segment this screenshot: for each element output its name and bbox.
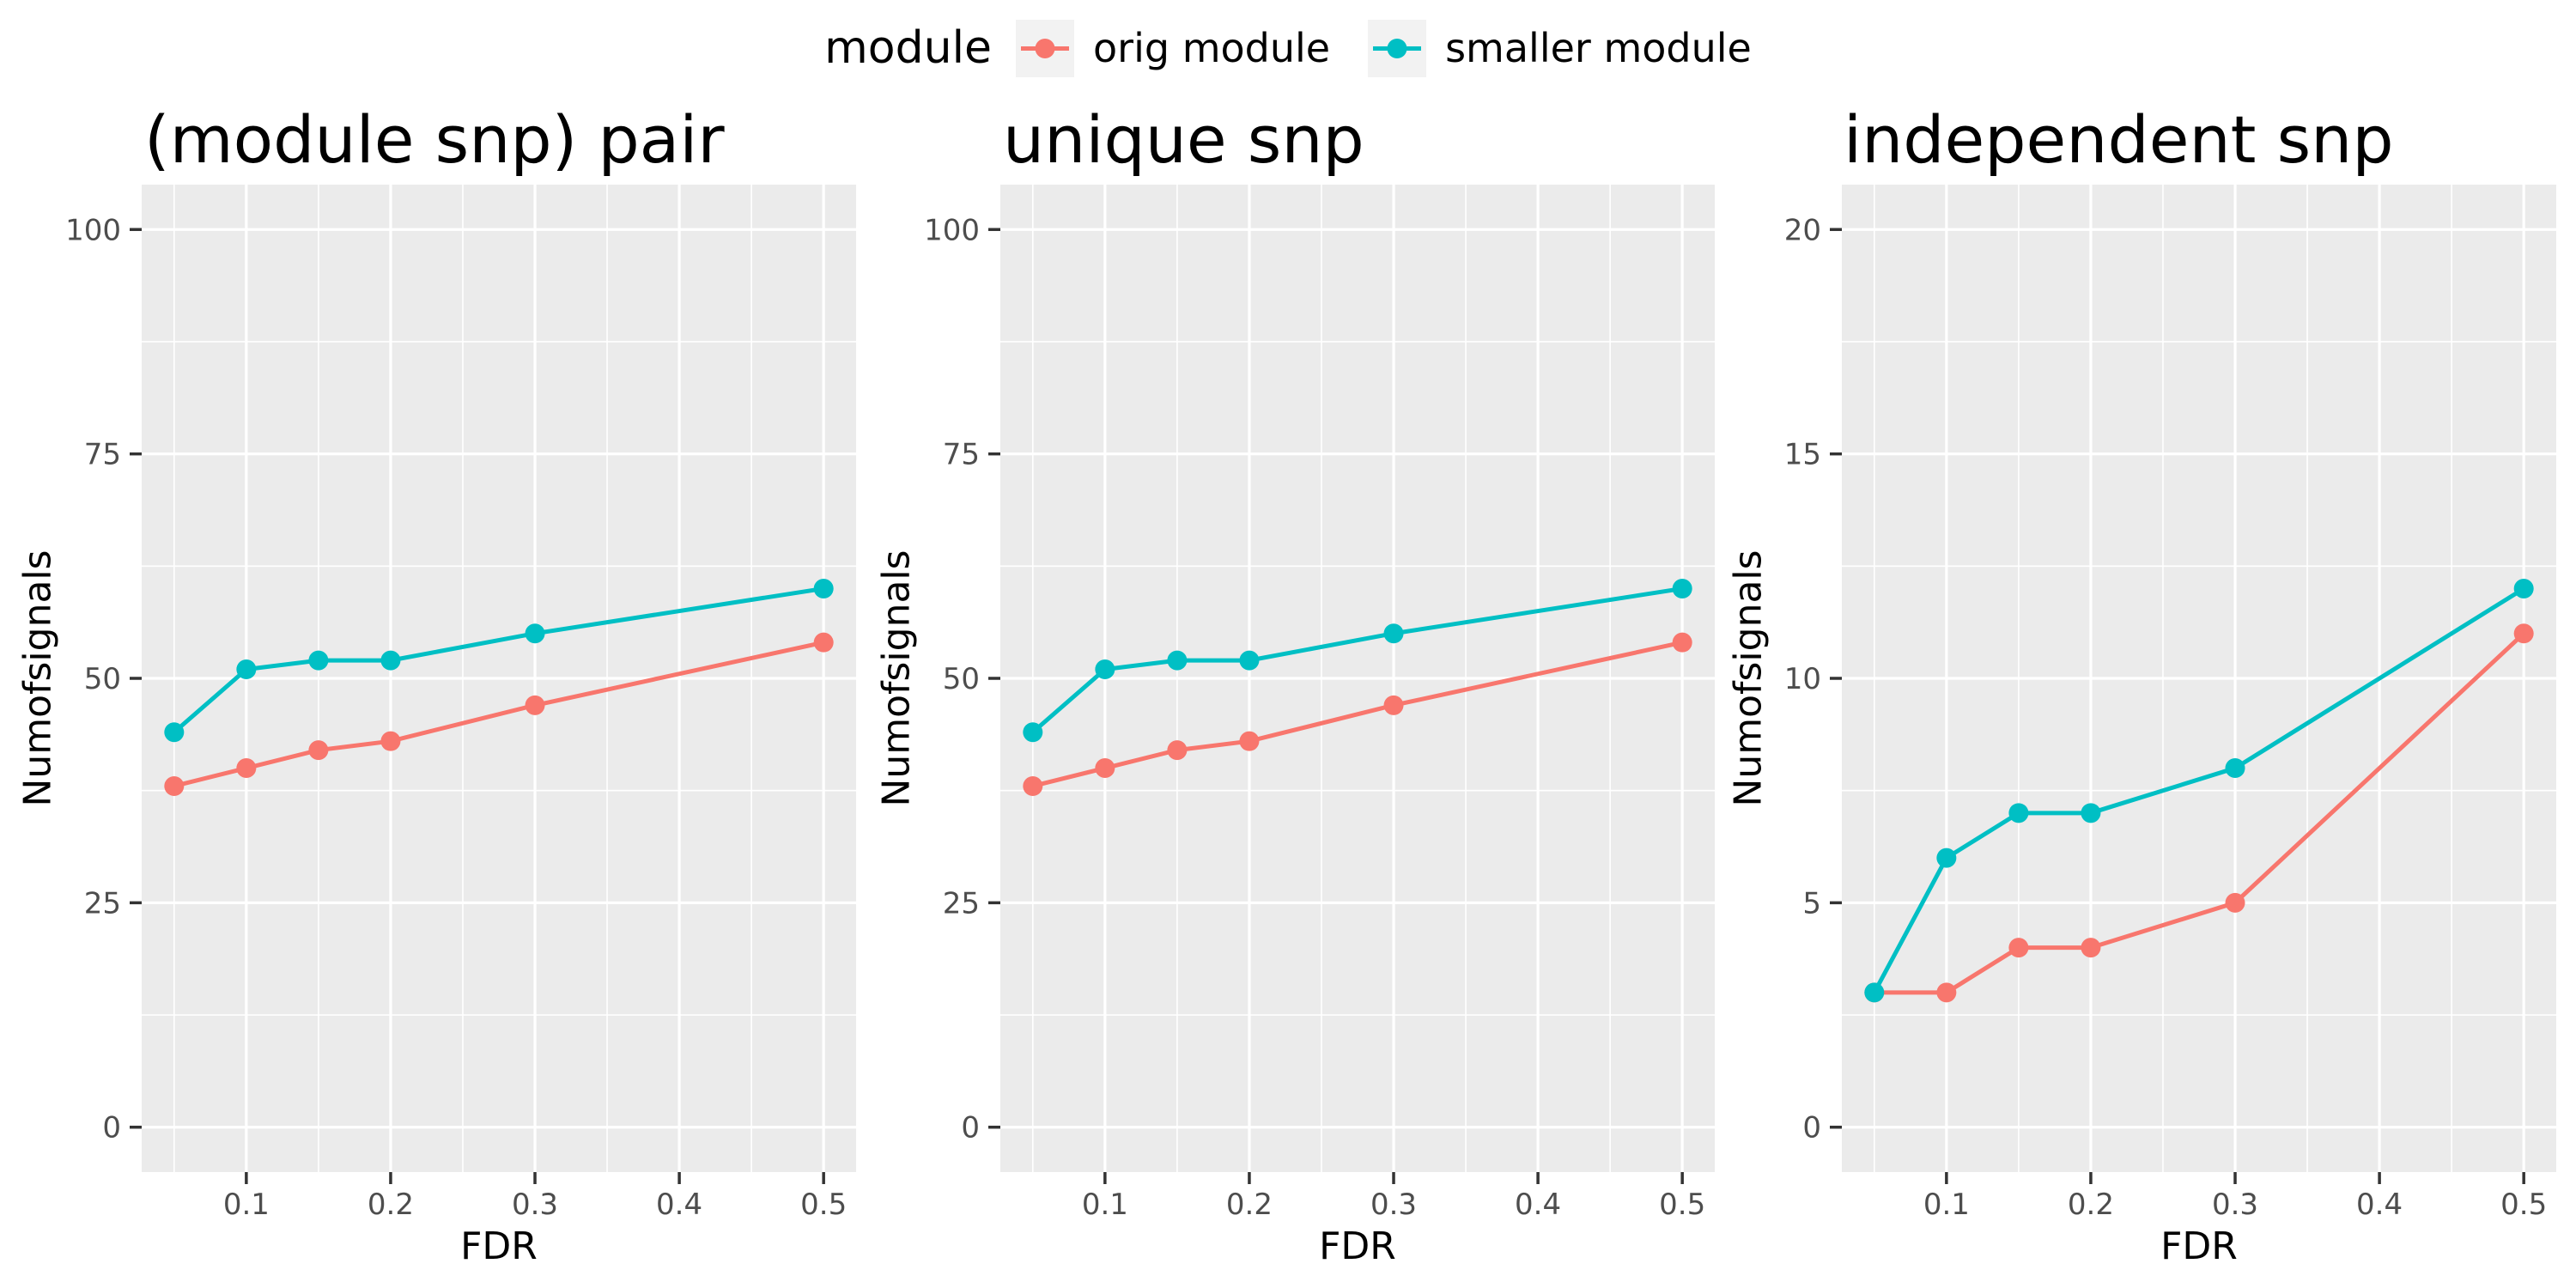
- x-tick-label: 0.3: [2212, 1188, 2258, 1222]
- legend-key-glyph: [1373, 38, 1422, 58]
- x-tick-label: 0.1: [1082, 1188, 1128, 1222]
- data-point-orig-module: [2225, 892, 2245, 913]
- data-point-smaller-module: [2081, 803, 2101, 823]
- chart-canvas: 0.1 0.2 0.3 0.4 0.5 0 25 50 75 100: [924, 185, 1715, 1222]
- y-tick-label: 50: [84, 662, 121, 696]
- data-point-orig-module: [2008, 938, 2029, 958]
- data-point-orig-module: [1239, 731, 1260, 751]
- data-point-orig-module: [164, 775, 185, 796]
- y-tick-label: 15: [1784, 438, 1821, 472]
- x-tick-label: 0.4: [656, 1188, 702, 1222]
- legend-key-orig-module-icon: [1016, 19, 1075, 77]
- legend-key-glyph: [1021, 38, 1070, 58]
- data-point-smaller-module: [236, 659, 257, 680]
- y-tick-label: 25: [84, 886, 121, 920]
- plot-unique-snp: unique snp Numofsignals FDR 0.1 0.2 0.3 0.4…: [859, 0, 1717, 1288]
- series-line-orig-module: [173, 640, 824, 788]
- y-tick-label: 20: [1784, 213, 1821, 247]
- data-point-orig-module: [813, 632, 834, 653]
- data-point-orig-module: [236, 758, 257, 779]
- series-line-orig-module: [1032, 640, 1683, 788]
- data-point-smaller-module: [164, 722, 185, 743]
- plot-title: independent snp: [1844, 101, 2394, 178]
- data-point-orig-module: [1672, 632, 1692, 653]
- x-axis-title: FDR: [1319, 1224, 1396, 1268]
- plot-title: (module snp) pair: [144, 101, 725, 178]
- data-point-orig-module: [308, 740, 329, 761]
- series-line-smaller-module: [173, 586, 824, 734]
- x-tick-label: 0.3: [1370, 1188, 1417, 1222]
- data-point-smaller-module: [2008, 803, 2029, 823]
- data-point-orig-module: [2513, 623, 2534, 644]
- y-tick-label: 25: [943, 886, 980, 920]
- y-tick-label: 75: [84, 438, 121, 472]
- data-point-smaller-module: [1239, 650, 1260, 671]
- data-point-orig-module: [525, 695, 545, 715]
- y-tick-label: 50: [943, 662, 980, 696]
- legend: module orig module smaller module: [0, 15, 2576, 81]
- x-tick-label: 0.1: [223, 1188, 270, 1222]
- data-point-smaller-module: [1095, 659, 1115, 680]
- data-point-orig-module: [380, 731, 401, 751]
- data-point-smaller-module: [1023, 722, 1043, 743]
- data-point-smaller-module: [1936, 848, 1957, 868]
- data-point-orig-module: [1383, 695, 1404, 715]
- x-tick-label: 0.5: [1659, 1188, 1705, 1222]
- x-tick-label: 0.5: [2500, 1188, 2547, 1222]
- x-tick-label: 0.4: [1515, 1188, 1561, 1222]
- data-point-smaller-module: [380, 650, 401, 671]
- data-point-orig-module: [1095, 758, 1115, 779]
- data-point-smaller-module: [1167, 650, 1188, 671]
- legend-entry-smaller-module: smaller module: [1368, 19, 1752, 77]
- data-point-smaller-module: [1864, 982, 1885, 1003]
- data-point-orig-module: [1023, 775, 1043, 796]
- data-point-smaller-module: [308, 650, 329, 671]
- x-axis-title: FDR: [460, 1224, 538, 1268]
- y-tick-label: 5: [1802, 886, 1821, 920]
- plot-independent-snp: independent snp Numofsignals FDR 0.1 0.2 0…: [1717, 0, 2576, 1288]
- y-tick-label: 75: [943, 438, 980, 472]
- legend-key-smaller-module-icon: [1368, 19, 1427, 77]
- y-tick-label: 0: [961, 1111, 980, 1145]
- legend-label: smaller module: [1445, 25, 1752, 71]
- y-tick-label: 100: [924, 213, 980, 247]
- data-point-smaller-module: [1672, 578, 1692, 598]
- chart-canvas: 0.1 0.2 0.3 0.4 0.5 0 25 50 75 100: [65, 185, 856, 1222]
- series-line-smaller-module: [1872, 586, 2525, 994]
- data-point-smaller-module: [1383, 623, 1404, 644]
- legend-label: orig module: [1093, 25, 1331, 71]
- data-point-smaller-module: [2513, 578, 2534, 598]
- x-tick-label: 0.3: [512, 1188, 558, 1222]
- x-tick-label: 0.2: [368, 1188, 414, 1222]
- data-point-orig-module: [1167, 740, 1188, 761]
- data-point-orig-module: [2081, 938, 2101, 958]
- y-tick-label: 0: [102, 1111, 121, 1145]
- series-line-smaller-module: [1031, 586, 1683, 734]
- x-axis-title: FDR: [2160, 1224, 2238, 1268]
- x-tick-label: 0.2: [2068, 1188, 2114, 1222]
- legend-title: module: [824, 22, 993, 74]
- data-point-smaller-module: [525, 623, 545, 644]
- x-tick-label: 0.4: [2356, 1188, 2403, 1222]
- y-tick-label: 100: [65, 213, 121, 247]
- x-tick-label: 0.2: [1226, 1188, 1273, 1222]
- data-point-orig-module: [1936, 982, 1957, 1003]
- legend-entry-orig-module: orig module: [1016, 19, 1331, 77]
- x-tick-label: 0.5: [800, 1188, 847, 1222]
- x-tick-label: 0.1: [1923, 1188, 1970, 1222]
- series-line-orig-module: [1874, 631, 2525, 995]
- y-tick-label: 10: [1784, 662, 1821, 696]
- data-point-smaller-module: [2225, 758, 2245, 779]
- chart-canvas: 0.1 0.2 0.3 0.4 0.5 0 5 10 15 20: [1784, 185, 2556, 1222]
- plot-module-snp-pair: (module snp) pair Numofsignals FDR 0.1 0.…: [0, 0, 859, 1288]
- y-tick-label: 0: [1802, 1111, 1821, 1145]
- data-point-smaller-module: [813, 578, 834, 598]
- plot-title: unique snp: [1003, 101, 1364, 178]
